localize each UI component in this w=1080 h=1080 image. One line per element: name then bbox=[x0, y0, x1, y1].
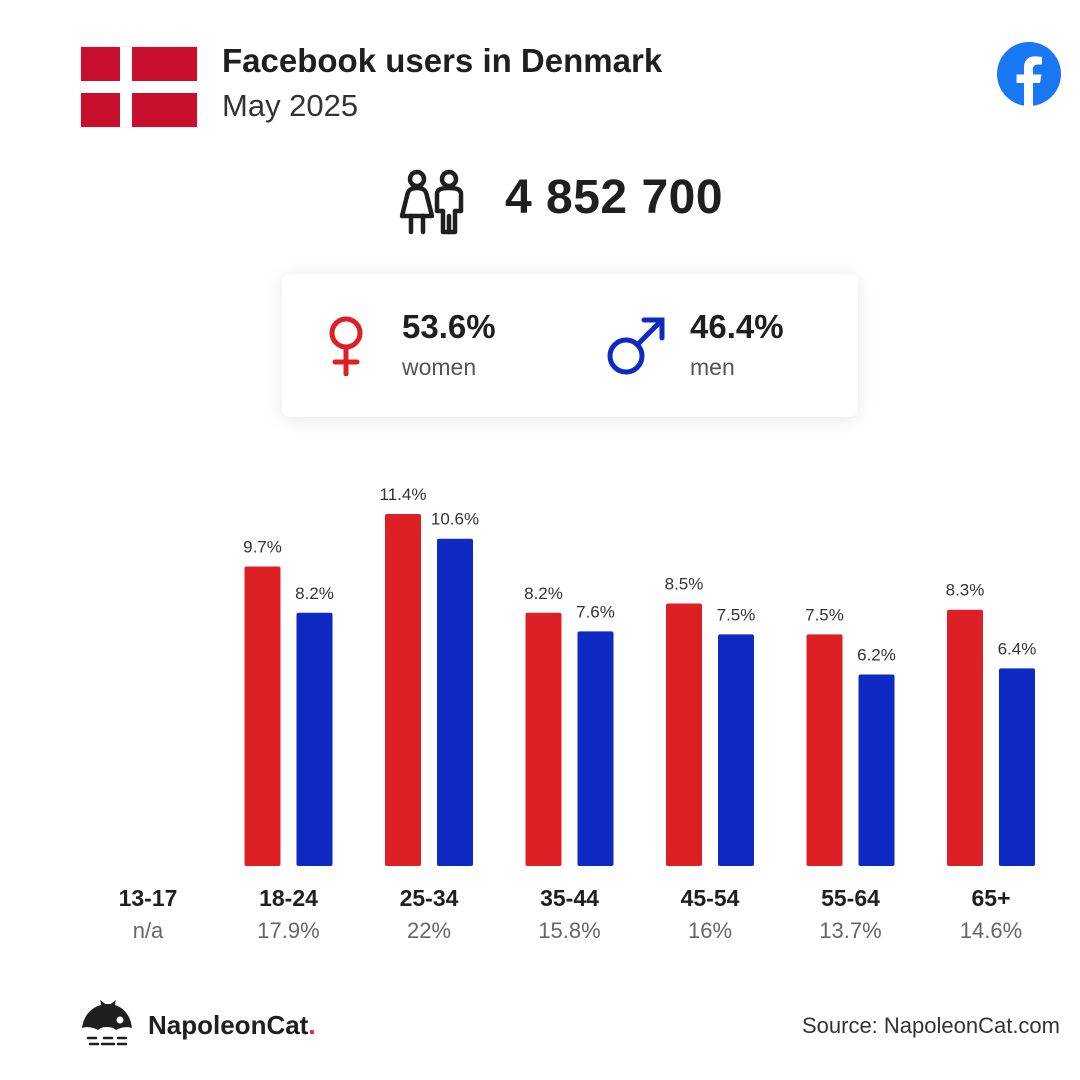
category-label-35-44: 35-44 bbox=[540, 885, 599, 911]
category-total-25-34: 22% bbox=[407, 918, 451, 943]
data-label-25-34-series-0: 11.4% bbox=[380, 485, 427, 504]
napoleoncat-logo-icon bbox=[82, 1000, 132, 1046]
category-total-55-64: 13.7% bbox=[819, 918, 881, 943]
denmark-flag-icon bbox=[80, 46, 198, 128]
bar-25-34-series-1 bbox=[437, 538, 473, 866]
facebook-icon bbox=[997, 42, 1061, 106]
category-label-18-24: 18-24 bbox=[259, 885, 318, 911]
data-label-18-24-series-1: 8.2% bbox=[295, 584, 334, 603]
page-subtitle: May 2025 bbox=[222, 88, 359, 123]
data-label-55-64-series-0: 7.5% bbox=[805, 605, 844, 624]
bar-25-34-series-0 bbox=[385, 514, 421, 866]
female-symbol-icon bbox=[329, 316, 363, 376]
data-label-25-34-series-1: 10.6% bbox=[431, 510, 479, 529]
data-label-65+-series-1: 6.4% bbox=[998, 639, 1037, 658]
women-percentage: 53.6% bbox=[402, 308, 496, 345]
bar-55-64-series-0 bbox=[806, 634, 843, 866]
data-label-18-24-series-0: 9.7% bbox=[243, 537, 282, 556]
brand-dot: . bbox=[308, 1010, 316, 1040]
category-total-18-24: 17.9% bbox=[257, 918, 319, 943]
gender-split-card: 53.6% women 46.4% men bbox=[282, 274, 858, 417]
women-label: women bbox=[402, 354, 477, 380]
men-percentage: 46.4% bbox=[690, 308, 784, 345]
category-total-35-44: 15.8% bbox=[538, 918, 600, 943]
male-symbol-icon bbox=[607, 317, 665, 375]
category-total-45-54: 16% bbox=[688, 918, 732, 943]
category-total-65+: 14.6% bbox=[960, 918, 1022, 943]
data-label-35-44-series-0: 8.2% bbox=[524, 584, 563, 603]
total-users: 4 852 700 bbox=[505, 171, 724, 224]
brand-name-text: NapoleonCat bbox=[148, 1010, 309, 1040]
category-total-13-17: n/a bbox=[133, 918, 164, 943]
bar-65+-series-0 bbox=[947, 609, 983, 866]
source-credit: Source: NapoleonCat.com bbox=[801, 1013, 1060, 1038]
users-icon bbox=[399, 169, 464, 235]
data-label-55-64-series-1: 6.2% bbox=[857, 646, 896, 665]
data-label-45-54-series-0: 8.5% bbox=[665, 575, 704, 594]
men-label: men bbox=[690, 354, 735, 380]
bar-35-44-series-0 bbox=[525, 612, 562, 866]
category-label-45-54: 45-54 bbox=[681, 885, 740, 911]
bar-18-24-series-0 bbox=[244, 566, 281, 866]
bar-18-24-series-1 bbox=[296, 612, 333, 866]
brand-name: NapoleonCat. bbox=[148, 1010, 316, 1041]
bar-55-64-series-1 bbox=[858, 674, 895, 866]
category-label-55-64: 55-64 bbox=[821, 885, 880, 911]
data-label-65+-series-0: 8.3% bbox=[946, 581, 985, 600]
bar-65+-series-1 bbox=[999, 668, 1035, 866]
page-title: Facebook users in Denmark bbox=[222, 42, 663, 79]
category-label-25-34: 25-34 bbox=[400, 885, 459, 911]
data-label-35-44-series-1: 7.6% bbox=[576, 602, 615, 621]
bar-45-54-series-0 bbox=[666, 603, 702, 866]
category-label-13-17: 13-17 bbox=[119, 885, 178, 911]
bar-35-44-series-1 bbox=[577, 631, 614, 866]
data-label-45-54-series-1: 7.5% bbox=[717, 605, 756, 624]
bar-45-54-series-1 bbox=[718, 634, 754, 866]
category-label-65+: 65+ bbox=[971, 885, 1010, 911]
